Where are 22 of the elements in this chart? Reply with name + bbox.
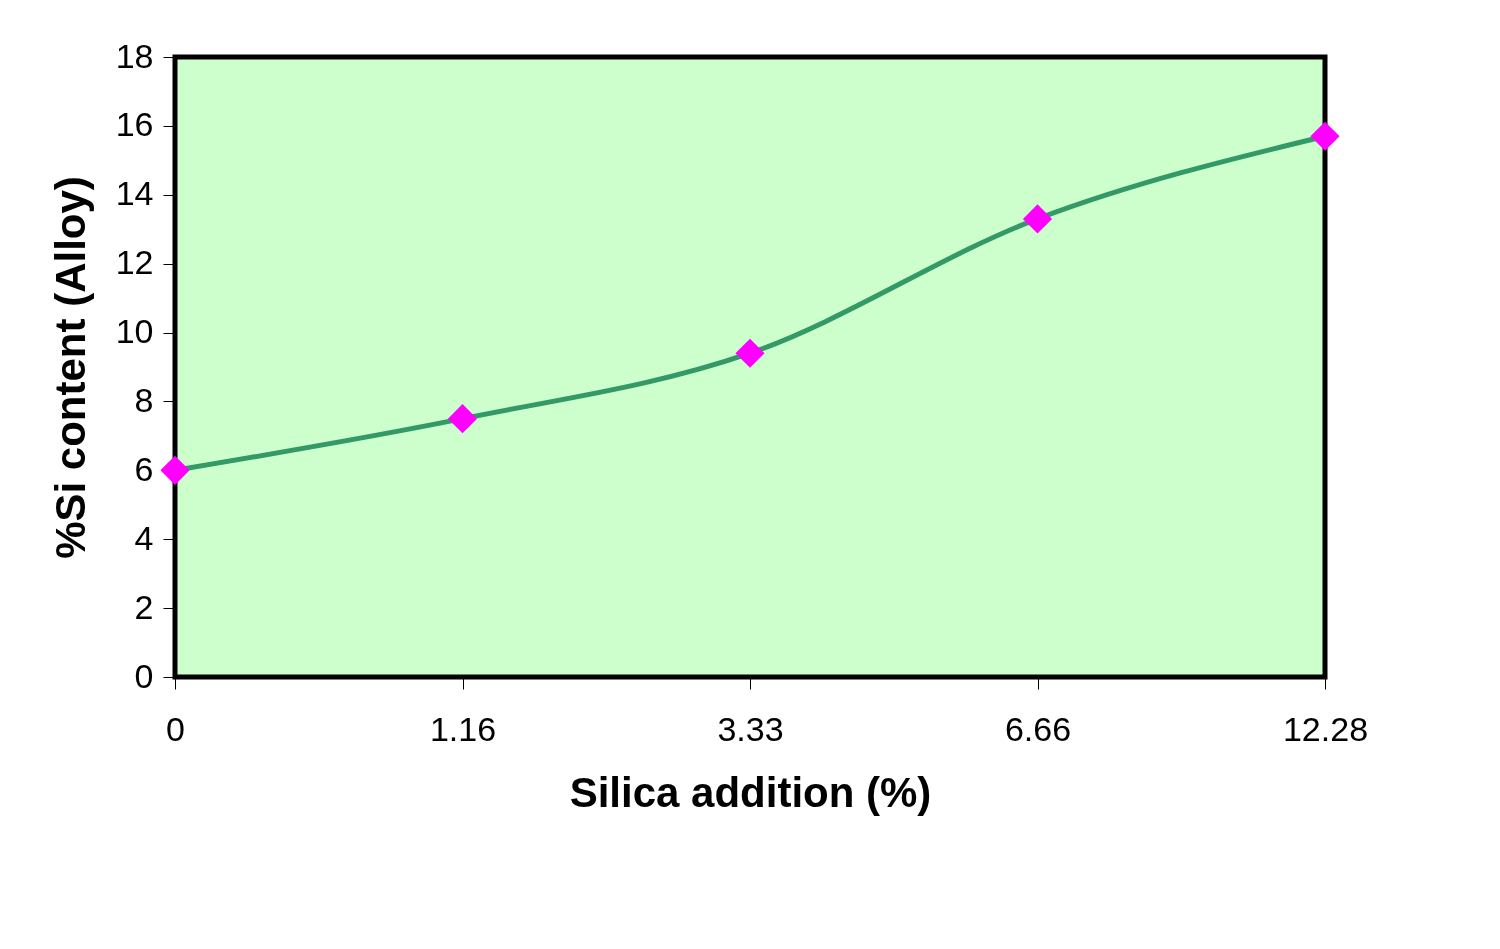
x-axis-title: Silica addition (%): [569, 768, 932, 816]
x-tick-label: 0: [166, 709, 185, 748]
y-tick-label: 2: [134, 587, 154, 626]
y-tick-label: 6: [134, 449, 154, 488]
point: [160, 455, 190, 485]
y-tick-label: 16: [115, 105, 154, 144]
point: [1310, 121, 1340, 151]
y-tick-label: 8: [134, 380, 154, 419]
y-tick-label: 0: [134, 656, 154, 695]
x-tick-label: 12.28: [1282, 709, 1369, 748]
point: [735, 338, 765, 368]
x-tick-label: 6.66: [1004, 709, 1072, 748]
y-tick-label: 10: [115, 312, 154, 351]
point: [447, 404, 478, 434]
point: [1022, 204, 1053, 234]
y-tick-label: 14: [115, 174, 154, 213]
x-tick-label: 1.16: [429, 709, 497, 748]
y-tick-label: 12: [115, 243, 154, 282]
y-tick-label: 4: [134, 518, 154, 557]
y-tick-label: 18: [115, 36, 154, 75]
y-axis-title: %Si content (Alloy): [46, 176, 94, 559]
x-tick-label: 3.33: [717, 709, 784, 748]
